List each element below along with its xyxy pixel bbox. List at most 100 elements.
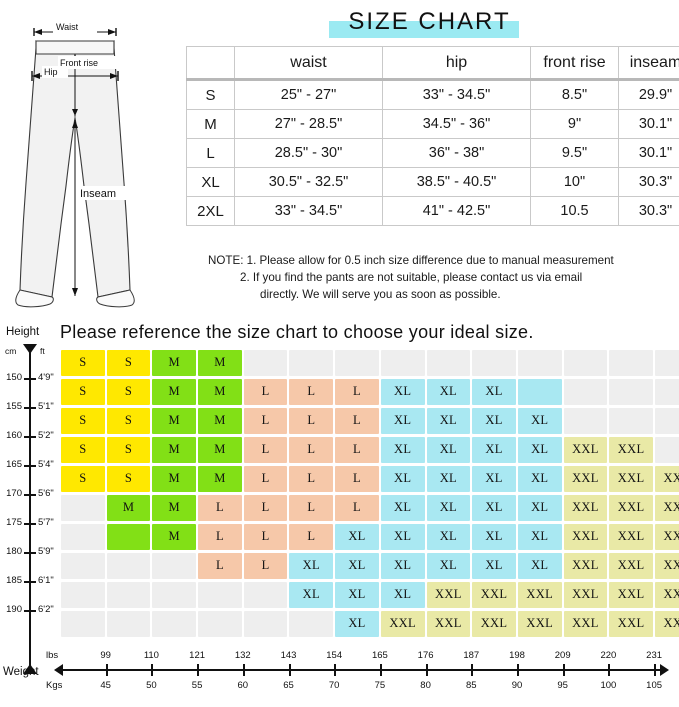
height-label-cm-155: 155 [6,401,22,412]
matrix-cell-empty [380,349,425,376]
height-label-ft-165: 5'4" [38,459,54,470]
weight-label-kgs-95: 95 [557,680,568,691]
weight-label-kgs-90: 90 [511,680,523,691]
ft-unit-label: ft [40,346,45,356]
height-label-ft-160: 5'2" [38,430,54,441]
weight-label-kgs-55: 55 [191,680,203,691]
matrix-cell-l: L [198,494,242,521]
size-chart-top-section: Waist Hip Front rise Inseam SIZE CH [0,0,679,318]
matrix-cell-empty [61,581,105,608]
matrix-cell-xl: XL [517,465,562,492]
weight-tick-132 [242,664,245,676]
matrix-cell-xxl: XXL [609,436,653,463]
weight-label-lbs-110: 110 [143,650,159,661]
matrix-cell-xl: XL [517,407,562,434]
cell-hip: 36" - 38" [382,138,531,168]
weight-label-lbs-220: 220 [600,650,617,661]
matrix-cell-xxl: XXL [517,610,562,637]
cell-hip: 41" - 42.5" [382,196,531,226]
matrix-cell-xxl: XXL [517,581,562,608]
matrix-cell-l: L [243,436,288,463]
matrix-cell-empty [609,349,653,376]
matrix-cell-xl: XL [517,523,562,550]
matrix-cell-l: L [243,407,288,434]
height-label-cm-150: 150 [6,372,22,383]
matrix-cell-empty [106,581,151,608]
matrix-cell-xxl: XXL [654,552,679,579]
height-tick-185 [24,581,36,583]
height-label-ft-180: 5'9" [38,546,54,557]
height-tick-150 [24,378,36,380]
weight-axis-label: Weight [3,666,39,678]
matrix-cell-xl: XL [380,494,425,521]
matrix-cell-xxl: XXL [609,465,653,492]
height-tick-170 [24,494,36,496]
matrix-cell-xl: XL [517,552,562,579]
matrix-cell-xl: XL [380,407,425,434]
matrix-cell-empty [152,552,197,579]
matrix-cell-xl: XL [472,552,516,579]
matrix-cell-xl: XL [335,610,379,637]
weight-label-kgs-75: 75 [374,680,386,691]
height-axis-label: Height [6,326,40,338]
matrix-cell-l: L [289,378,334,405]
matrix-cell-empty [152,610,197,637]
matrix-cell-empty [61,552,105,579]
figure-label-hip: Hip [44,67,58,77]
matrix-cell-xl: XL [380,523,425,550]
cell-size: 2XL [186,196,235,226]
matrix-cell-xxl: XXL [609,610,653,637]
matrix-cell-xxl: XXL [609,523,653,550]
weight-label-lbs-231: 231 [646,650,663,661]
title-highlight-band [329,21,519,38]
note-line-2: 2. If you find the pants are not suitabl… [240,271,583,284]
matrix-cell-empty [198,581,242,608]
height-label-cm-175: 175 [6,517,22,528]
cell-hip: 33" - 34.5" [382,78,531,110]
size-recommendation-matrix-section: Please reference the size chart to choos… [0,318,679,707]
weight-label-lbs-209: 209 [554,650,571,661]
column-header-inseam: inseam [618,46,679,80]
matrix-cell-xl: XL [472,523,516,550]
matrix-cell-xl: XL [426,523,471,550]
matrix-cell-s: S [106,436,151,463]
weight-label-lbs-154: 154 [326,650,343,661]
column-header-hip: hip [382,46,531,80]
cell-front-rise: 9" [530,109,619,139]
weight-tick-176 [425,664,428,676]
matrix-cell-xl: XL [335,581,379,608]
weight-label-lbs-99: 99 [100,650,111,661]
matrix-cell-empty [654,378,679,405]
matrix-cell-empty [61,523,105,550]
height-axis-line [29,348,31,672]
weight-label-kgs-105: 105 [646,680,663,691]
matrix-cell-xl: XL [472,465,516,492]
matrix-cell-xxl: XXL [426,581,471,608]
height-label-cm-170: 170 [6,488,22,499]
matrix-cell-xl: XL [426,494,471,521]
matrix-cell-empty [289,610,334,637]
matrix-cell-xl: XL [517,436,562,463]
weight-axis-line [62,669,662,671]
cell-inseam: 30.3" [618,167,679,197]
weight-tick-121 [197,664,200,676]
height-label-ft-190: 6'2" [38,604,54,615]
page-title: SIZE CHART [348,8,511,35]
height-label-ft-175: 5'7" [38,517,54,528]
figure-label-waist: Waist [56,22,79,32]
matrix-cell-empty [335,349,379,376]
matrix-cell-m: M [152,465,197,492]
cell-waist: 28.5" - 30" [234,138,383,168]
weight-tick-231 [654,664,657,676]
matrix-cell-m: M [152,349,197,376]
column-header-size [186,46,235,80]
matrix-cell-xxl: XXL [563,465,608,492]
cell-waist: 33" - 34.5" [234,196,383,226]
column-header-waist: waist [234,46,383,80]
height-tick-175 [24,523,36,525]
matrix-cell-empty [243,581,288,608]
weight-label-kgs-45: 45 [100,680,111,691]
matrix-cell-l: L [289,494,334,521]
matrix-cell-xl: XL [426,465,471,492]
matrix-cell-empty [517,349,562,376]
